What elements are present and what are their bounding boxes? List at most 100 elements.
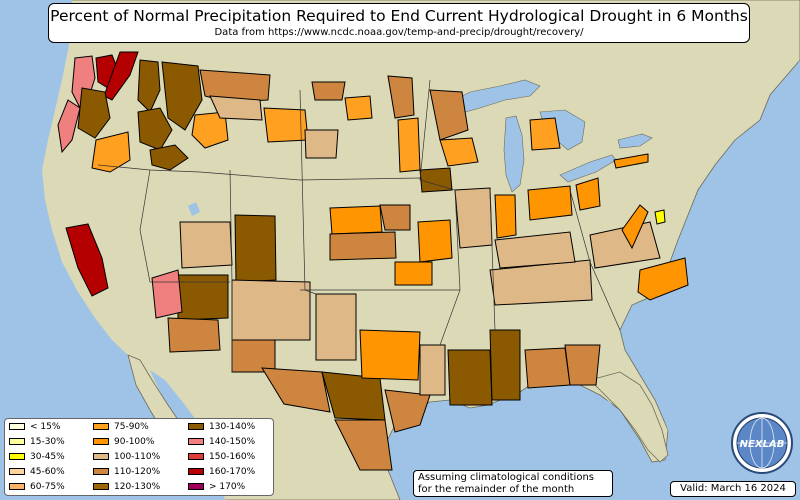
border-line bbox=[229, 169, 233, 372]
region-mt-west bbox=[161, 61, 203, 131]
region-nd-east bbox=[344, 95, 373, 121]
region-ne-west bbox=[304, 129, 339, 159]
region-ia bbox=[419, 167, 453, 193]
great-salt-lake bbox=[188, 202, 200, 216]
legend-item: < 15% bbox=[9, 422, 60, 433]
legend-label: 150-160% bbox=[209, 452, 256, 462]
legend-label: 130-140% bbox=[209, 422, 256, 432]
region-id-central bbox=[137, 107, 173, 151]
pacific-ocean bbox=[0, 0, 225, 500]
legend-label: 15-30% bbox=[30, 437, 65, 447]
atlantic-ocean bbox=[628, 60, 800, 500]
region-in bbox=[494, 194, 517, 239]
legend-label: 120-130% bbox=[114, 482, 161, 492]
legend-label: 90-100% bbox=[114, 437, 155, 447]
region-ky bbox=[494, 231, 576, 269]
region-wi bbox=[429, 89, 469, 141]
legend-swatch bbox=[188, 423, 204, 430]
legend-label: < 15% bbox=[30, 422, 61, 432]
region-nm-east bbox=[231, 279, 311, 341]
border-line bbox=[139, 169, 151, 283]
region-md bbox=[654, 209, 666, 225]
legend-swatch bbox=[188, 468, 204, 475]
region-mi bbox=[529, 117, 561, 151]
legend-label: 60-75% bbox=[30, 482, 65, 492]
legend-item: 90-100% bbox=[93, 437, 154, 448]
legend-item: 60-75% bbox=[9, 482, 65, 493]
region-id-south bbox=[149, 144, 189, 171]
region-tx-east bbox=[384, 389, 431, 433]
border-line bbox=[569, 189, 621, 331]
region-or-east bbox=[91, 131, 131, 173]
legend-swatch bbox=[93, 438, 109, 445]
region-mn-north bbox=[387, 75, 415, 119]
legend-swatch bbox=[93, 423, 109, 430]
valid-date: Valid: March 16 2024 bbox=[670, 481, 796, 497]
region-ne-east bbox=[379, 204, 411, 231]
legend-swatch bbox=[9, 453, 25, 460]
region-ut bbox=[179, 221, 233, 269]
legend-item: 160-170% bbox=[188, 467, 255, 478]
logo-text: NEXLAB bbox=[740, 439, 785, 450]
region-va-east bbox=[621, 204, 649, 250]
region-az-west bbox=[151, 269, 183, 319]
region-al bbox=[524, 347, 571, 389]
note-line: Assuming climatological conditions bbox=[418, 472, 594, 483]
region-wa-east bbox=[103, 51, 139, 101]
region-pa-west bbox=[575, 177, 601, 211]
legend-item: 75-90% bbox=[93, 422, 149, 433]
legend-item: 15-30% bbox=[9, 437, 65, 448]
region-il bbox=[454, 187, 493, 249]
legend-item: 45-60% bbox=[9, 467, 65, 478]
region-co bbox=[234, 214, 277, 283]
legend-swatch bbox=[188, 453, 204, 460]
legend: < 15% 15-30% 30-45% 45-60% 60-75% 75-90%… bbox=[4, 418, 274, 496]
region-or-west bbox=[57, 99, 81, 154]
region-az-south bbox=[167, 317, 221, 353]
map-title: Percent of Normal Precipitation Required… bbox=[50, 7, 748, 25]
region-tx-panhandle bbox=[315, 293, 357, 361]
legend-swatch bbox=[188, 438, 204, 445]
region-nd-west bbox=[311, 81, 346, 101]
assumption-note: Assuming climatological conditions for t… bbox=[413, 470, 613, 497]
region-or-central bbox=[77, 87, 111, 139]
border-line bbox=[489, 189, 496, 331]
region-tx-west bbox=[261, 367, 331, 413]
region-ms bbox=[489, 329, 521, 401]
legend-item: 30-45% bbox=[9, 452, 65, 463]
drought-regions bbox=[57, 51, 689, 471]
legend-swatch bbox=[9, 423, 25, 430]
region-ks-north bbox=[329, 205, 383, 235]
logo-meridian bbox=[737, 418, 787, 468]
title-box: Percent of Normal Precipitation Required… bbox=[48, 3, 750, 43]
florida bbox=[589, 371, 669, 463]
map-subtitle: Data from https://www.ncdc.noaa.gov/temp… bbox=[214, 27, 584, 38]
legend-label: 100-110% bbox=[114, 452, 161, 462]
legend-label: 160-170% bbox=[209, 467, 256, 477]
legend-label: 140-150% bbox=[209, 437, 256, 447]
region-oh bbox=[527, 185, 573, 221]
region-nc-coast bbox=[637, 257, 689, 301]
legend-item: 110-120% bbox=[93, 467, 160, 478]
legend-label: 45-60% bbox=[30, 467, 65, 477]
region-ny bbox=[613, 153, 649, 169]
region-tx-south bbox=[334, 419, 393, 471]
region-mo bbox=[417, 219, 453, 263]
legend-swatch bbox=[93, 453, 109, 460]
legend-swatch bbox=[93, 468, 109, 475]
region-nm-south bbox=[231, 339, 276, 373]
legend-item: 150-160% bbox=[188, 452, 255, 463]
region-ks-central bbox=[329, 231, 397, 261]
legend-item: > 170% bbox=[188, 482, 245, 493]
legend-swatch bbox=[93, 483, 109, 490]
border-line bbox=[419, 79, 461, 346]
legend-item: 140-150% bbox=[188, 437, 255, 448]
legend-swatch bbox=[9, 468, 25, 475]
legend-item: 130-140% bbox=[188, 422, 255, 433]
border-line bbox=[97, 164, 421, 181]
region-wi-south bbox=[439, 137, 479, 167]
region-id-north bbox=[137, 59, 161, 113]
region-mt-east bbox=[209, 95, 263, 121]
lake-michigan bbox=[503, 115, 525, 193]
